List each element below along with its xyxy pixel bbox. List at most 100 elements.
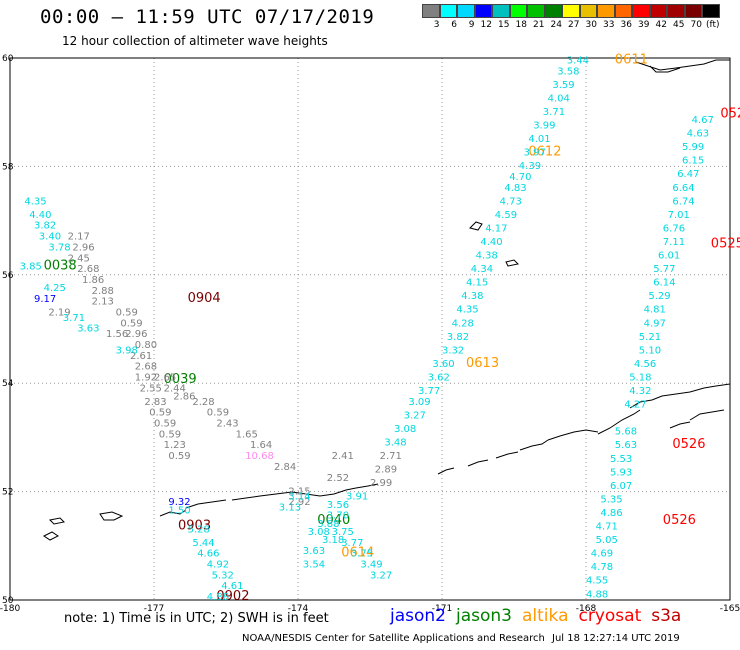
- color-swatch: [509, 4, 527, 18]
- color-swatch: [579, 4, 597, 18]
- wave-height-value: 3.71: [543, 107, 565, 118]
- wave-height-value: 4.97: [644, 318, 666, 329]
- wave-height-value: 4.32: [629, 386, 651, 397]
- wave-height-value: 4.71: [596, 522, 618, 533]
- color-swatch: [614, 4, 632, 18]
- legend-entry-jason2: jason2: [390, 606, 446, 626]
- color-scale-label: 9: [468, 20, 475, 30]
- color-scale: 3 6 9 12 15 18 21 24 27 30 33 36 39 42 45 70 (ft): [422, 4, 720, 30]
- color-scale-label: 70: [690, 20, 702, 30]
- wave-height-value: 4.70: [509, 172, 531, 183]
- wave-height-value: 4.28: [452, 318, 474, 329]
- color-swatch: [702, 4, 720, 18]
- color-scale-label: 6: [451, 20, 457, 30]
- wave-height-value: 3.14: [288, 492, 310, 503]
- color-scale-label: 3: [433, 20, 440, 30]
- color-scale-label: 45: [673, 20, 685, 30]
- wave-height-value: 1.65: [236, 429, 258, 440]
- wave-height-value: 3.63: [303, 546, 325, 557]
- wave-height-value: 2.84: [274, 462, 296, 473]
- wave-height-value: 4.35: [24, 196, 46, 207]
- wave-height-value: 3.99: [533, 120, 555, 131]
- color-scale-label: 18: [515, 20, 527, 30]
- legend-entry-jason3: jason3: [456, 606, 512, 626]
- color-swatch: [667, 4, 685, 18]
- wave-height-value: 0.59: [168, 451, 190, 462]
- wave-height-value: 7.11: [663, 237, 685, 248]
- wave-height-value: 6.14: [653, 278, 675, 289]
- pass-id-label: 0039: [164, 372, 197, 387]
- x-tick-label: -174: [288, 604, 309, 614]
- color-swatch: [457, 4, 475, 18]
- wave-height-value: 4.35: [456, 305, 478, 316]
- wave-height-value: 3.48: [384, 438, 406, 449]
- pass-id-label: 0903: [178, 519, 211, 534]
- wave-height-value: 3.54: [303, 559, 325, 570]
- wave-height-value: 2.19: [48, 307, 70, 318]
- wave-height-value: 6.76: [663, 223, 685, 234]
- color-swatch: [597, 4, 615, 18]
- legend-entry-altika: altika: [522, 606, 569, 626]
- wave-height-value: 3.77: [418, 386, 440, 397]
- wave-height-value: 0.59: [154, 419, 176, 430]
- color-scale-label: 12: [480, 20, 492, 30]
- wave-height-value: 3.82: [447, 332, 469, 343]
- wave-height-value: 2.88: [92, 286, 114, 297]
- wave-height-value: 4.01: [528, 134, 550, 145]
- wave-height-value: 4.38: [461, 291, 483, 302]
- wave-height-value: 1.23: [164, 440, 186, 451]
- color-scale-swatches: [422, 4, 720, 18]
- wave-height-value: 3.18: [322, 535, 344, 546]
- color-scale-label: 30: [585, 20, 597, 30]
- alaska-coast-north: [635, 59, 730, 73]
- wave-height-value: 4.73: [500, 196, 522, 207]
- map-subtitle: 12 hour collection of altimeter wave hei…: [62, 34, 328, 48]
- wave-height-value: 2.92: [288, 497, 310, 508]
- wave-height-value: 4.34: [471, 264, 493, 275]
- wave-height-value: 0.59: [120, 318, 142, 329]
- wave-height-value: 10.68: [245, 451, 274, 462]
- wave-height-value: 2.52: [327, 473, 349, 484]
- color-scale-label: 27: [568, 20, 580, 30]
- wave-height-value: 3.88: [317, 519, 339, 530]
- color-scale-label: 42: [655, 20, 667, 30]
- wave-height-value: 0.59: [159, 429, 181, 440]
- pass-id-label: 052: [720, 107, 740, 122]
- wave-height-value: 2.86: [173, 391, 195, 402]
- wave-height-value: 4.88: [207, 592, 229, 603]
- wave-height-value: 3.60: [432, 359, 454, 370]
- color-swatch: [492, 4, 510, 18]
- pass-id-label: 0611: [615, 52, 648, 67]
- wave-height-value: 5.18: [629, 372, 651, 383]
- wave-height-value: 5.05: [596, 535, 618, 546]
- wave-height-value: 7.01: [668, 210, 690, 221]
- wave-height-value: 2.41: [332, 451, 354, 462]
- wave-height-value: 1.56: [106, 329, 128, 340]
- wave-height-value: 3.97: [524, 148, 546, 159]
- wave-height-value: 2.17: [68, 232, 90, 243]
- wave-height-value: 2.96: [72, 242, 94, 253]
- wave-height-value: 6.74: [672, 196, 694, 207]
- wave-height-value: 6.07: [610, 481, 632, 492]
- pass-id-label: 0525: [711, 237, 740, 252]
- y-tick-label: 58: [2, 162, 14, 172]
- wave-height-value: 2.28: [192, 397, 214, 408]
- st-matthew-island: [469, 221, 483, 231]
- wave-height-value: 4.86: [600, 508, 622, 519]
- x-tick-label: -168: [576, 604, 597, 614]
- wave-height-value: 2.43: [216, 419, 238, 430]
- wave-height-value: 5.29: [648, 291, 670, 302]
- wave-height-value: 0.59: [149, 408, 171, 419]
- pass-id-label: 0526: [663, 513, 696, 528]
- wave-height-value: 5.44: [192, 538, 214, 549]
- wave-height-value: 1.92: [135, 372, 157, 383]
- wave-height-value: 9.32: [168, 497, 190, 508]
- color-scale-label: 33: [603, 20, 615, 30]
- wave-height-value: 4.25: [44, 283, 66, 294]
- wave-height-value: 4.15: [466, 278, 488, 289]
- fox-islands: [437, 439, 549, 475]
- y-tick-label: 54: [2, 379, 14, 389]
- pass-id-label: 0526: [672, 437, 705, 452]
- wave-height-value: 4.40: [480, 237, 502, 248]
